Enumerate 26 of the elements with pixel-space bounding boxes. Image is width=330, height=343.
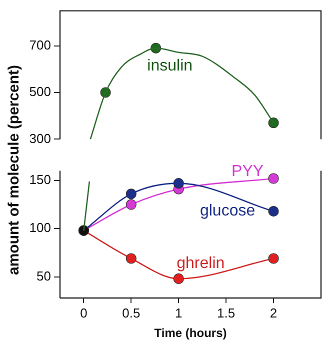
- point: [173, 178, 184, 189]
- x-tick-label: 0.5: [122, 305, 140, 320]
- y-tick-label: 50: [36, 268, 51, 284]
- point: [126, 199, 136, 210]
- point: [268, 173, 279, 184]
- series-label: PYY: [232, 162, 264, 180]
- x-tick-label: 1: [175, 305, 182, 320]
- x-tick-label: 2: [270, 305, 278, 320]
- point: [173, 273, 184, 284]
- point: [268, 118, 279, 128]
- y-tick-label: 700: [29, 37, 51, 52]
- series-label: insulin: [147, 58, 193, 75]
- point: [268, 206, 279, 217]
- point: [126, 253, 136, 264]
- x-tick-label: 1.5: [217, 305, 236, 320]
- point: [126, 188, 136, 200]
- x-axis-title: Time (hours): [154, 326, 227, 340]
- x-tick-label: 0: [80, 305, 88, 320]
- series-label: glucose: [200, 202, 256, 220]
- y-tick-label: 100: [29, 220, 51, 236]
- series-label: ghrelin: [176, 255, 225, 272]
- y-axis-title: amount of molecule (percent): [6, 64, 22, 276]
- y-tick-label: 150: [29, 172, 51, 188]
- y-tick-label: 500: [29, 84, 51, 100]
- y-tick-label: 300: [29, 130, 51, 146]
- point: [268, 253, 279, 264]
